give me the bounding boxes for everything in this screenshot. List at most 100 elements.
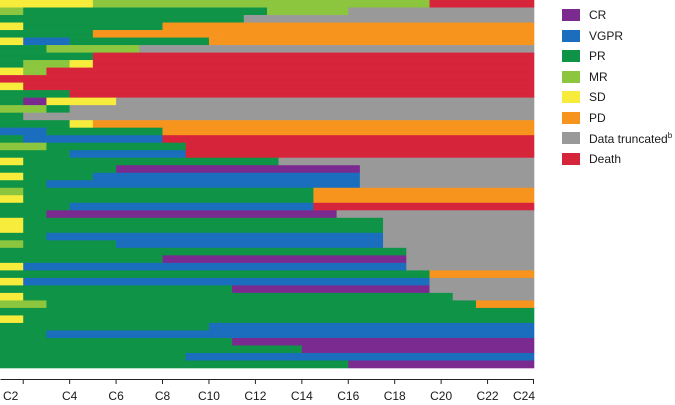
patient-bar <box>0 292 535 301</box>
bar-segment-d <box>185 150 535 159</box>
bar-segment-pr <box>0 360 349 369</box>
patient-bar <box>0 82 535 91</box>
bar-segment-cr <box>46 210 337 219</box>
bar-segment-cr <box>116 165 361 174</box>
legend-label: Data truncatedb <box>589 130 673 146</box>
x-tick-label: C20 <box>430 389 452 403</box>
patient-bar <box>0 322 535 331</box>
bar-segment-vgpr <box>116 240 384 249</box>
bar-segment-vgpr <box>208 322 535 331</box>
bar-segment-pr <box>0 345 303 354</box>
patient-bar <box>0 202 535 211</box>
bar-segment-cr <box>162 255 407 264</box>
bar-segment-sd <box>0 172 24 181</box>
patient-bar <box>0 90 535 98</box>
legend-item-dt: Data truncatedb <box>562 128 675 149</box>
bar-segment-vgpr <box>23 37 70 46</box>
patient-bar <box>0 270 535 279</box>
bar-segment-sd <box>46 97 117 106</box>
legend-item-mr: MR <box>562 67 675 88</box>
bar-segment-sd <box>0 37 24 46</box>
bar-segment-pr <box>0 337 233 346</box>
bar-segment-pr <box>0 150 70 159</box>
x-tick-label: C10 <box>198 389 220 403</box>
bar-segment-d <box>185 142 535 151</box>
bar-segment-cr <box>232 337 535 346</box>
bar-segment-sd <box>69 120 94 128</box>
patient-bar <box>0 112 535 121</box>
legend-item-vgpr: VGPR <box>562 26 675 47</box>
bar-segment-pr <box>0 15 245 23</box>
bar-segment-d <box>92 52 535 61</box>
bar-segment-pr <box>23 217 384 226</box>
bar-segment-dt <box>278 157 535 166</box>
bar-segment-dt <box>406 255 535 264</box>
patient-bar <box>0 52 535 61</box>
bar-segment-pd <box>220 30 535 38</box>
x-tick-label: C18 <box>384 389 406 403</box>
patient-bar <box>0 135 535 143</box>
x-tick-label: C22 <box>477 389 499 403</box>
bar-segment-pr <box>0 52 94 61</box>
bar-segment-dt <box>383 240 535 249</box>
patient-bar <box>0 180 535 189</box>
patient-bar <box>0 232 535 241</box>
bar-segment-pr <box>0 135 24 143</box>
bar-segment-sd <box>0 262 24 271</box>
patient-bar <box>0 30 535 38</box>
bar-segment-pd <box>162 127 535 136</box>
patient-bar <box>0 120 535 128</box>
x-tick-label: C6 <box>108 389 124 403</box>
patient-bar <box>0 345 535 354</box>
bar-segment-pr <box>0 307 535 316</box>
bar-segment-mr <box>0 300 47 309</box>
bar-segment-pr <box>0 165 117 174</box>
x-tick-label: C14 <box>291 389 313 403</box>
bar-segment-pr <box>69 37 210 46</box>
bar-segment-vgpr <box>23 277 430 286</box>
bar-segment-dt <box>359 172 535 181</box>
bar-segment-dt <box>139 45 535 53</box>
bar-segment-pr <box>23 225 384 234</box>
bar-segment-mr <box>0 7 24 16</box>
patient-bar <box>0 337 535 346</box>
patient-bar <box>0 195 535 204</box>
bar-segment-dt <box>116 97 535 106</box>
bar-segment-pr <box>0 285 233 294</box>
x-axis: C2 C4 C6 C8 C10 C12 C14 C16 C18 C20 C22 C24 <box>0 379 535 403</box>
legend-swatch <box>562 91 580 104</box>
bar-segment-d <box>69 90 535 98</box>
legend-item-cr: CR <box>562 5 675 26</box>
patient-bar <box>0 105 535 113</box>
bar-segment-sd <box>0 195 24 204</box>
bar-segment-pr <box>23 195 314 204</box>
bar-segment-pr <box>0 247 407 256</box>
bar-segment-dt <box>23 112 535 121</box>
bar-segment-sd <box>0 277 24 286</box>
bar-segment-mr <box>0 142 47 151</box>
patient-bar <box>0 315 535 324</box>
bar-segment-vgpr <box>185 352 535 361</box>
bar-segment-vgpr <box>92 172 361 181</box>
legend-label: MR <box>589 69 608 84</box>
bar-segment-mr <box>23 67 47 76</box>
patient-bars <box>0 0 535 369</box>
bar-segment-pr <box>23 22 163 31</box>
bar-segment-mr <box>0 105 47 113</box>
bar-segment-pr <box>0 352 187 361</box>
bar-segment-dt <box>348 7 535 16</box>
patient-bar <box>0 150 535 159</box>
bar-segment-vgpr <box>0 127 47 136</box>
patient-bar <box>0 187 535 196</box>
bar-segment-pr <box>23 172 94 181</box>
bar-segment-sd <box>0 225 24 234</box>
bar-segment-pr <box>23 157 279 166</box>
legend-item-sd: SD <box>562 87 675 108</box>
patient-bar <box>0 165 535 174</box>
bar-segment-cr <box>348 360 535 369</box>
bar-segment-dt <box>359 165 535 174</box>
bar-segment-vgpr <box>69 202 314 211</box>
bar-segment-pd <box>313 187 535 196</box>
patient-bar <box>0 307 535 316</box>
